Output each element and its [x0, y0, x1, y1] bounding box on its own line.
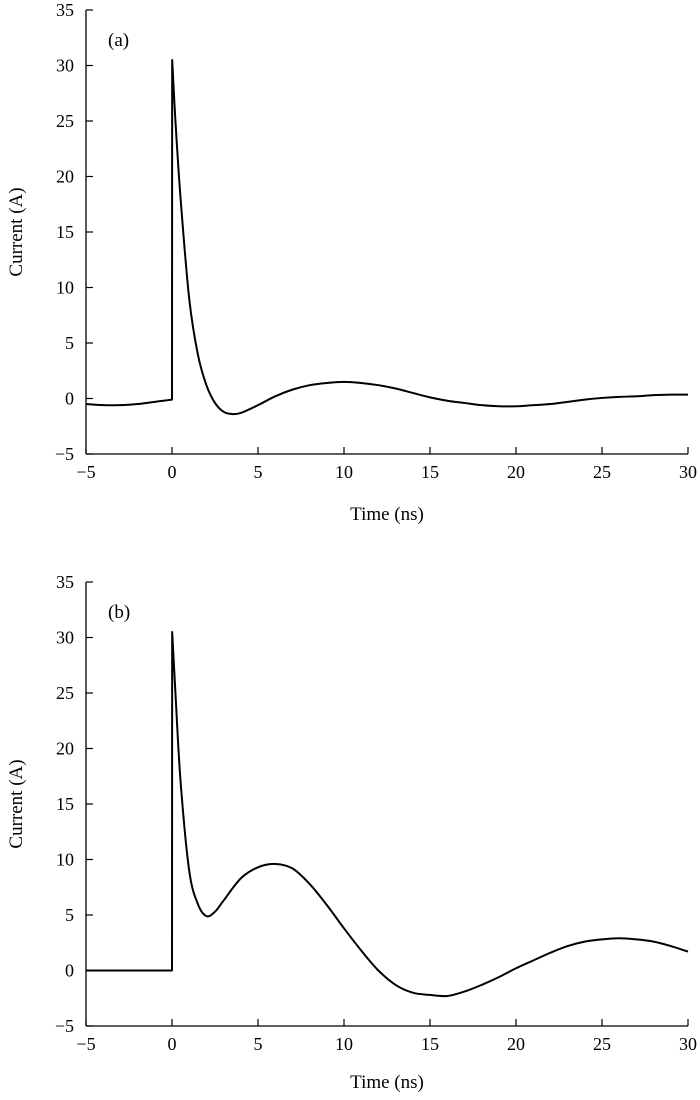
x-tick-label: −5	[76, 1034, 95, 1054]
x-tick-label: 20	[507, 462, 525, 482]
x-tick-label: 25	[593, 462, 611, 482]
y-tick-label: 10	[56, 278, 74, 298]
y-tick-label: 20	[56, 167, 74, 187]
current-series-line	[85, 630, 689, 998]
x-tick-label: 0	[168, 462, 177, 482]
y-axis-title: Current (A)	[6, 187, 27, 276]
current-series-line	[85, 58, 689, 416]
y-tick-label: 35	[56, 0, 74, 20]
y-tick-label: 0	[65, 961, 74, 981]
panel-label: (a)	[108, 30, 129, 51]
y-axis-title: Current (A)	[6, 759, 27, 848]
x-tick-label: 30	[679, 1034, 697, 1054]
panel-b: −5 0 5 10 15 20 25 30 −5 0 5 10 15 20 25 30 35 Time (ns) C…	[6, 572, 697, 1093]
y-tick-label: −5	[55, 1016, 74, 1036]
y-tick-label: 35	[56, 572, 74, 592]
y-tick-label: 30	[56, 628, 74, 648]
x-axis-title: Time (ns)	[350, 1072, 424, 1093]
y-tick-label: 30	[56, 56, 74, 76]
y-tick-label: 25	[56, 111, 74, 131]
x-tick-label: 25	[593, 1034, 611, 1054]
x-axis-title: Time (ns)	[350, 504, 424, 525]
x-tick-label: 10	[335, 462, 353, 482]
y-tick-label: 5	[65, 905, 74, 925]
y-tick-label: 20	[56, 739, 74, 759]
y-tick-label: 5	[65, 333, 74, 353]
x-tick-label: 5	[254, 462, 263, 482]
y-tick-label: 15	[56, 794, 74, 814]
x-tick-label: 5	[254, 1034, 263, 1054]
panel-label: (b)	[108, 602, 130, 623]
y-tick-label: 25	[56, 683, 74, 703]
y-tick-label: 10	[56, 850, 74, 870]
x-tick-label: 10	[335, 1034, 353, 1054]
y-tick-label: 0	[65, 389, 74, 409]
panel-a: −5 0 5 10 15 20 25 30 −5 0 5 10 15 20 25 30 35 Time (ns) C…	[6, 0, 697, 525]
x-tick-label: 15	[421, 1034, 439, 1054]
x-tick-label: 0	[168, 1034, 177, 1054]
y-tick-label: 15	[56, 222, 74, 242]
x-tick-label: 15	[421, 462, 439, 482]
x-tick-label: −5	[76, 462, 95, 482]
x-tick-label: 20	[507, 1034, 525, 1054]
x-tick-label: 30	[679, 462, 697, 482]
y-tick-label: −5	[55, 444, 74, 464]
